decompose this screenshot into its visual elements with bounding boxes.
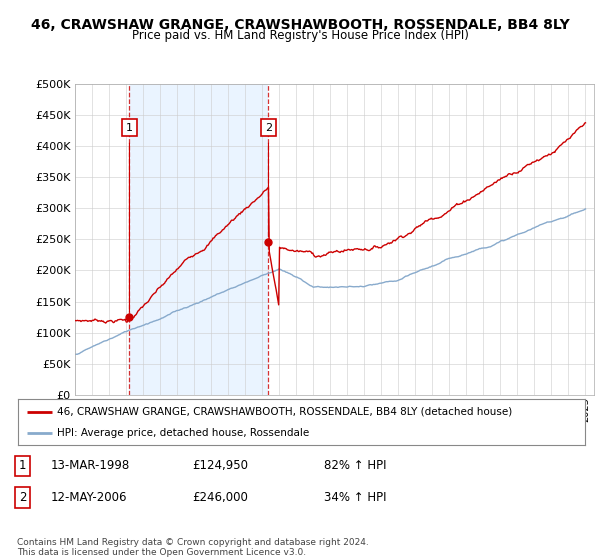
Text: HPI: Average price, detached house, Rossendale: HPI: Average price, detached house, Ross…: [56, 428, 309, 438]
Bar: [130, 84, 268, 395]
Text: 13-MAR-1998: 13-MAR-1998: [51, 459, 130, 473]
Text: £246,000: £246,000: [192, 491, 248, 504]
Text: 1: 1: [126, 123, 133, 133]
Text: 82% ↑ HPI: 82% ↑ HPI: [324, 459, 386, 473]
Text: 2: 2: [19, 491, 26, 504]
Text: £124,950: £124,950: [192, 459, 248, 473]
Text: 46, CRAWSHAW GRANGE, CRAWSHAWBOOTH, ROSSENDALE, BB4 8LY (detached house): 46, CRAWSHAW GRANGE, CRAWSHAWBOOTH, ROSS…: [56, 407, 512, 417]
Text: 1: 1: [19, 459, 26, 473]
Text: Price paid vs. HM Land Registry's House Price Index (HPI): Price paid vs. HM Land Registry's House …: [131, 29, 469, 42]
Text: 46, CRAWSHAW GRANGE, CRAWSHAWBOOTH, ROSSENDALE, BB4 8LY: 46, CRAWSHAW GRANGE, CRAWSHAWBOOTH, ROSS…: [31, 18, 569, 32]
Text: 2: 2: [265, 123, 272, 133]
Text: 12-MAY-2006: 12-MAY-2006: [51, 491, 128, 504]
Text: Contains HM Land Registry data © Crown copyright and database right 2024.
This d: Contains HM Land Registry data © Crown c…: [17, 538, 368, 557]
Text: 34% ↑ HPI: 34% ↑ HPI: [324, 491, 386, 504]
